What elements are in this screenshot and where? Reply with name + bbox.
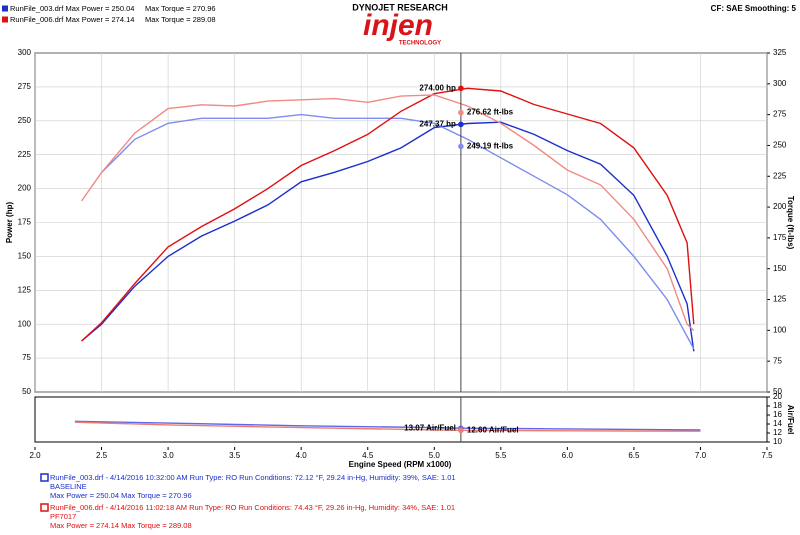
legend-swatch: [40, 503, 49, 512]
legend-entry: RunFile_003.drf Max Power = 250.04: [10, 4, 134, 13]
y2-tick-label: 20: [773, 392, 782, 401]
cursor-dot: [458, 121, 464, 128]
series-line: [81, 87, 695, 342]
y2-tick-label: 75: [773, 356, 782, 365]
logo-sub: TECHNOLOGY: [399, 41, 441, 47]
cursor-readout: 276.62 ft-lbs: [467, 108, 514, 117]
x-tick-label: 7.5: [761, 451, 773, 460]
series-line: [101, 113, 695, 350]
cursor-readout: 13.07 Air/Fuel: [404, 423, 456, 432]
series-line: [74, 421, 701, 432]
y2-axis-title: Torque (ft-lbs): [786, 196, 795, 250]
series-line: [81, 94, 695, 331]
legend-swatch: [2, 5, 8, 12]
y-tick-label: 100: [18, 319, 32, 328]
legend-entry: Max Torque = 289.08: [145, 15, 216, 24]
cursor-dot: [458, 109, 464, 116]
x-tick-label: 5.5: [495, 451, 507, 460]
y2-tick-label: 150: [773, 264, 787, 273]
y-tick-label: 150: [18, 252, 32, 261]
y2-tick-label: 325: [773, 48, 787, 57]
y2-axis-title: Air/Fuel: [786, 405, 795, 435]
cursor-readout: 249.19 ft-lbs: [467, 142, 514, 151]
y-tick-label: 300: [18, 48, 32, 57]
x-tick-label: 6.0: [562, 451, 574, 460]
y-axis-title: Power (hp): [5, 202, 14, 244]
y2-tick-label: 175: [773, 233, 787, 242]
run-info: RunFile_003.drf - 4/14/2016 10:32:00 AM …: [50, 473, 456, 482]
run-info: RunFile_006.drf - 4/14/2016 11:02:18 AM …: [50, 503, 455, 512]
x-tick-label: 2.0: [29, 451, 41, 460]
y-tick-label: 75: [22, 353, 31, 362]
cursor-dot: [458, 85, 464, 92]
y-tick-label: 175: [18, 218, 32, 227]
x-axis-title: Engine Speed (RPM x1000): [349, 460, 452, 469]
legend-entry: RunFile_006.drf Max Power = 274.14: [10, 15, 134, 24]
y2-tick-label: 225: [773, 171, 787, 180]
y2-tick-label: 250: [773, 141, 787, 150]
legend-swatch: [40, 473, 49, 482]
series-line: [81, 121, 695, 352]
y2-tick-label: 200: [773, 202, 787, 211]
logo: injen: [363, 9, 433, 42]
plot-frame: [34, 396, 768, 443]
y2-tick-label: 18: [773, 401, 782, 410]
x-tick-label: 4.5: [362, 451, 374, 460]
run-info: BASELINE: [50, 482, 87, 491]
x-tick-label: 4.0: [296, 451, 308, 460]
x-tick-label: 3.5: [229, 451, 241, 460]
cursor-dot: [458, 143, 464, 150]
y2-tick-label: 275: [773, 110, 787, 119]
legend-entry: Max Torque = 270.96: [145, 4, 216, 13]
run-info: Max Power = 274.14 Max Torque = 289.08: [50, 521, 192, 530]
y2-tick-label: 14: [773, 419, 782, 428]
brand: DYNOJET RESEARCH: [352, 2, 448, 12]
legend-swatch: [2, 16, 8, 23]
y-tick-label: 250: [18, 116, 32, 125]
series-line: [74, 420, 701, 431]
y2-tick-label: 100: [773, 325, 787, 334]
cursor-readout: 12.60 Air/Fuel: [467, 425, 519, 434]
y2-tick-label: 125: [773, 295, 787, 304]
x-tick-label: 5.0: [429, 451, 441, 460]
cursor-readout: 274.00 hp: [419, 83, 456, 92]
y-tick-label: 225: [18, 150, 32, 159]
y-tick-label: 50: [22, 387, 31, 396]
x-tick-label: 6.5: [628, 451, 640, 460]
settings: CF: SAE Smoothing: 5: [711, 4, 797, 13]
cursor-dot: [458, 427, 464, 434]
run-info: PF7017: [50, 512, 76, 521]
y2-tick-label: 12: [773, 428, 782, 437]
y2-tick-label: 16: [773, 410, 782, 419]
y-tick-label: 275: [18, 82, 32, 91]
y-tick-label: 200: [18, 184, 32, 193]
y2-tick-label: 300: [773, 79, 787, 88]
x-tick-label: 2.5: [96, 451, 108, 460]
y2-tick-label: 10: [773, 437, 782, 446]
y-tick-label: 125: [18, 285, 32, 294]
x-tick-label: 7.0: [695, 451, 707, 460]
x-tick-label: 3.0: [163, 451, 175, 460]
run-info: Max Power = 250.04 Max Torque = 270.96: [50, 491, 192, 500]
y2-tick-label: 50: [773, 387, 782, 396]
cursor-readout: 247.37 hp: [419, 119, 456, 128]
